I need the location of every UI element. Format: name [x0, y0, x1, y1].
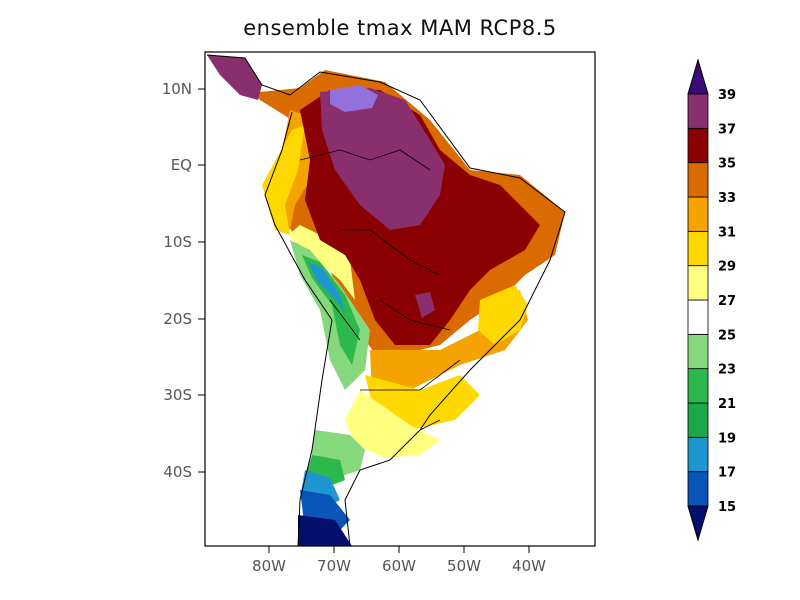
- zone-27-29: [262, 125, 305, 235]
- zone-35-37-north: [207, 55, 262, 100]
- lat-label-20s: 20S: [163, 310, 192, 328]
- colorbar-bin: [687, 333, 709, 370]
- colorbar-label: 27: [718, 294, 736, 309]
- zone-25-27: [345, 390, 440, 458]
- lon-axis: 80W 70W 60W 50W 40W: [252, 546, 546, 575]
- lat-label-10s: 10S: [163, 233, 192, 251]
- zone-35-37: [320, 88, 445, 230]
- colorbar-bin: [687, 162, 709, 198]
- colorbar-label: 17: [718, 466, 736, 481]
- south-15-17: [298, 515, 352, 546]
- colorbar-label: 15: [718, 500, 736, 515]
- lat-label-eq: EQ: [171, 156, 192, 174]
- zone-25-27-west: [288, 225, 355, 300]
- zone-27-29-east: [478, 285, 528, 345]
- colorbar-label: 23: [718, 363, 736, 378]
- colorbar-bin: [687, 230, 709, 267]
- coastline: [206, 54, 566, 546]
- lat-label-30s: 30S: [163, 386, 192, 404]
- lon-label-50w: 50W: [447, 557, 481, 575]
- colorbar-bin: [687, 368, 709, 404]
- lon-label-40w: 40W: [512, 557, 546, 575]
- colorbar-bin: [687, 436, 709, 473]
- colorbar-bottom-arrow: [687, 505, 709, 542]
- lon-label-70w: 70W: [317, 557, 351, 575]
- lat-label-40s: 40S: [163, 463, 192, 481]
- colorbar-label: 39: [718, 88, 736, 103]
- colorbar-label: 19: [718, 431, 736, 446]
- colorbar-label: 29: [718, 260, 736, 275]
- colorbar-bin: [687, 402, 709, 438]
- lon-label-80w: 80W: [252, 557, 286, 575]
- colorbar-bin: [687, 299, 709, 335]
- lon-label-60w: 60W: [382, 557, 416, 575]
- map-title: ensemble tmax MAM RCP8.5: [243, 16, 557, 40]
- map-frame: [204, 51, 596, 547]
- zone-35-37-interior: [415, 292, 435, 318]
- colorbar: 15 17 19 21 23 25 27 29 31 33 35 37 39: [687, 58, 736, 542]
- colorbar-bin: [687, 265, 709, 301]
- colorbar-bin: [687, 471, 709, 507]
- colorbar-label: 33: [718, 191, 736, 206]
- colorbar-bin: [687, 196, 709, 232]
- colorbar-label: 35: [718, 157, 736, 172]
- colorbar-label: 31: [718, 225, 736, 240]
- andes-19-21: [308, 262, 345, 312]
- colorbar-bin: [687, 93, 709, 129]
- zone-29-31-south: [370, 290, 528, 395]
- map-panel: [205, 52, 566, 546]
- lat-axis: 10N EQ 10S 20S 30S 40S: [162, 80, 205, 481]
- colorbar-top-arrow: [687, 58, 709, 95]
- colorbar-label: 37: [718, 122, 736, 137]
- borders: [299, 149, 461, 431]
- lat-label-10n: 10N: [162, 80, 192, 98]
- andes-21-23: [302, 255, 360, 365]
- colorbar-bin: [687, 127, 709, 164]
- zone-37-39: [330, 85, 378, 112]
- colorbar-label: 25: [718, 328, 736, 343]
- colorbar-label: 21: [718, 397, 736, 412]
